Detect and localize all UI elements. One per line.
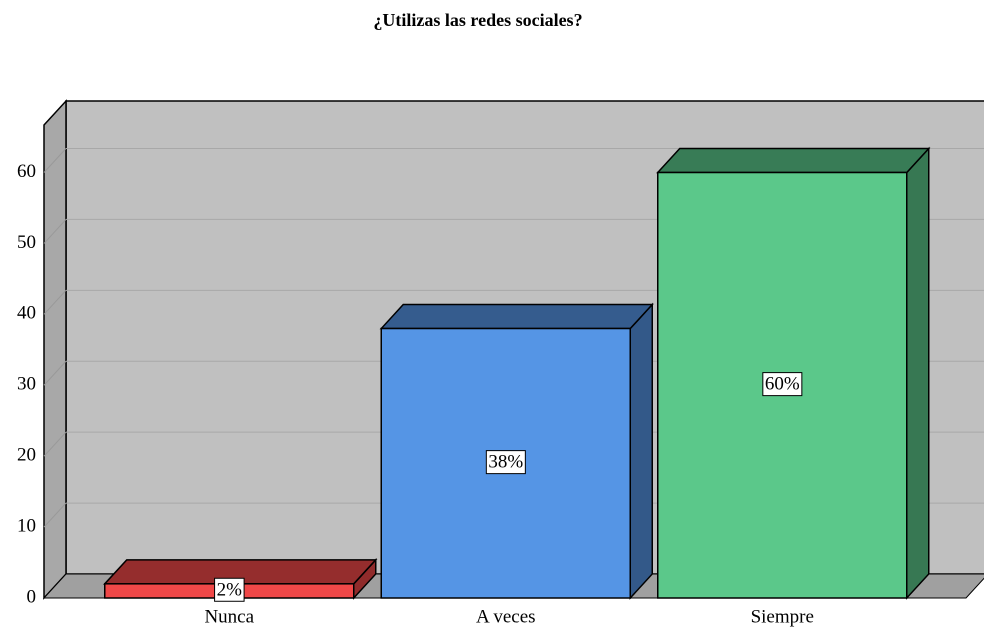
grid-line bbox=[43, 431, 67, 457]
y-tick-label: 50 bbox=[17, 232, 36, 253]
data-label: 60% bbox=[762, 372, 803, 397]
x-tick-label: Siempre bbox=[751, 606, 814, 627]
grid-line bbox=[43, 360, 67, 386]
data-label-text: 38% bbox=[488, 452, 523, 473]
x-tick-label: A veces bbox=[476, 606, 536, 627]
x-tick-label: Nunca bbox=[204, 606, 254, 627]
chart-title: ¿Utilizas las redes sociales? bbox=[373, 10, 582, 30]
grid-line bbox=[43, 502, 67, 528]
y-tick-label: 30 bbox=[17, 374, 36, 395]
data-label: 2% bbox=[214, 577, 245, 602]
data-label-text: 60% bbox=[765, 374, 800, 395]
data-label-text: 2% bbox=[217, 579, 243, 600]
grid-line bbox=[43, 219, 67, 244]
data-label-box bbox=[762, 372, 803, 397]
data-label-box bbox=[214, 577, 245, 602]
y-tick-label: 20 bbox=[17, 445, 36, 466]
bar-top bbox=[379, 303, 654, 330]
grid-line bbox=[43, 148, 67, 173]
y-tick-label: 60 bbox=[17, 161, 36, 182]
y-tick-label: 0 bbox=[27, 586, 37, 607]
y-tick-label: 40 bbox=[17, 303, 36, 324]
grid-line bbox=[43, 290, 67, 315]
bar-top bbox=[656, 147, 931, 174]
bar-side bbox=[906, 146, 930, 600]
data-label: 38% bbox=[485, 450, 526, 475]
y-tick-label: 10 bbox=[17, 515, 36, 536]
bar-side bbox=[629, 302, 653, 600]
data-label-box bbox=[485, 450, 526, 475]
